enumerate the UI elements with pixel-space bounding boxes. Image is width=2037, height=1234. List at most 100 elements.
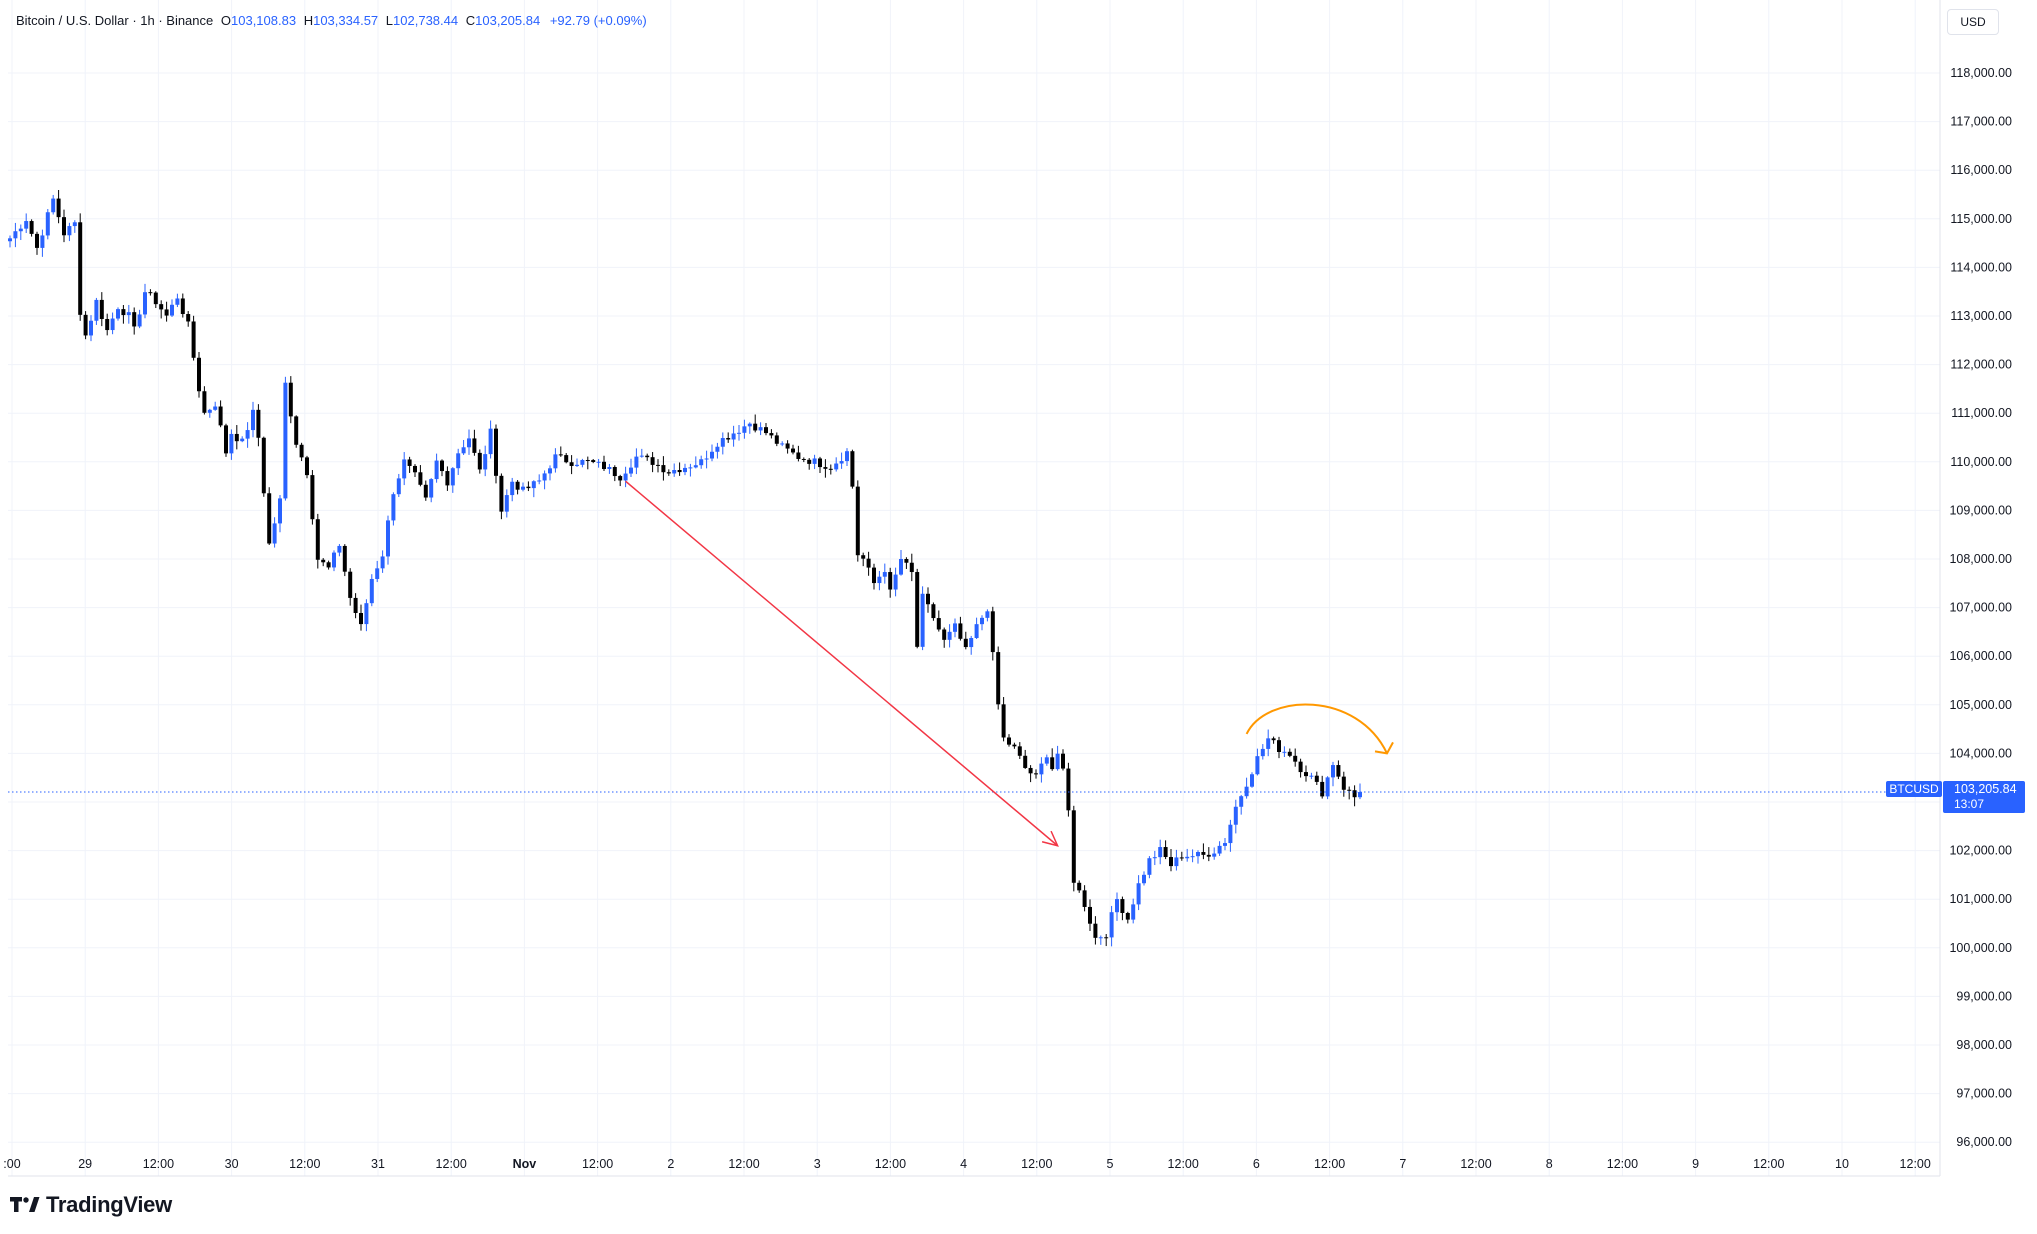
candle xyxy=(380,550,385,573)
candle xyxy=(753,414,758,433)
candle-body xyxy=(634,456,639,468)
tradingview-logo[interactable]: TradingView xyxy=(10,1192,172,1218)
candle-body xyxy=(758,427,763,431)
candle xyxy=(742,419,747,439)
candle xyxy=(1228,819,1233,852)
candle-body xyxy=(1223,843,1227,846)
candle-body xyxy=(407,459,412,466)
candle-body xyxy=(224,425,228,454)
candle xyxy=(472,429,477,456)
candle xyxy=(564,453,569,464)
candle-body xyxy=(1358,791,1362,798)
currency-button[interactable]: USD xyxy=(1947,9,1999,35)
x-tick-label: 4 xyxy=(960,1157,967,1171)
candle xyxy=(1034,769,1038,779)
candle xyxy=(499,473,504,520)
x-tick-label: 12:00 xyxy=(875,1157,906,1171)
ticker-tag xyxy=(1886,781,1942,797)
candle-body xyxy=(197,357,201,392)
candle xyxy=(477,449,482,474)
candle-body xyxy=(953,623,957,632)
y-tick-label: 101,000.00 xyxy=(1949,892,2012,906)
candle xyxy=(213,401,218,411)
x-tick-label: 6 xyxy=(1253,1157,1260,1171)
candle-body xyxy=(990,611,995,653)
candle-body xyxy=(1185,856,1190,859)
candle xyxy=(386,515,390,565)
candle-body xyxy=(834,463,839,470)
candle-body xyxy=(1023,755,1028,768)
candle xyxy=(834,457,839,472)
candle-body xyxy=(1147,858,1152,875)
x-tick-label: 12:00 xyxy=(1168,1157,1199,1171)
candle xyxy=(1266,729,1271,757)
candle xyxy=(1358,783,1362,800)
candle-body xyxy=(720,438,725,447)
candle-body xyxy=(1341,776,1346,790)
candle xyxy=(1223,838,1227,851)
candle-body xyxy=(315,519,320,560)
candle-body xyxy=(294,416,299,445)
candle xyxy=(337,544,342,557)
candle xyxy=(645,453,650,461)
candle-body xyxy=(375,568,380,579)
candle xyxy=(812,454,817,470)
candle xyxy=(369,574,374,607)
candle xyxy=(726,432,731,443)
candle-body xyxy=(229,433,234,454)
candle-body xyxy=(89,320,93,336)
candle xyxy=(845,448,849,467)
candle xyxy=(375,560,380,583)
candle-body xyxy=(855,486,860,556)
drawing-annotations xyxy=(625,480,1394,847)
candle-body xyxy=(882,572,887,577)
candle-body xyxy=(904,559,909,563)
candle xyxy=(234,425,239,450)
candle xyxy=(850,449,855,489)
candle xyxy=(94,297,99,325)
candle-body xyxy=(888,572,893,590)
y-tick-label: 104,000.00 xyxy=(1949,746,2012,760)
candle-body xyxy=(99,299,104,319)
candle-body xyxy=(947,631,952,640)
y-tick-label: 99,000.00 xyxy=(1956,989,2012,1003)
candle-body xyxy=(742,426,747,433)
x-tick-label: 2 xyxy=(667,1157,674,1171)
candle xyxy=(677,462,682,476)
red-trend-arrow-line xyxy=(625,480,1059,847)
candle-body xyxy=(359,612,363,625)
candle xyxy=(105,313,110,336)
candle xyxy=(326,560,331,570)
bar-countdown: 13:07 xyxy=(1954,797,1984,811)
candle xyxy=(596,458,601,468)
candle-body xyxy=(769,433,774,436)
candle-body xyxy=(801,458,806,460)
candle xyxy=(942,627,947,648)
candle xyxy=(467,429,471,455)
candle-body xyxy=(170,304,174,316)
y-tick-label: 107,000.00 xyxy=(1949,601,2012,615)
candle-body xyxy=(143,292,147,315)
candle xyxy=(737,424,741,441)
candle-body xyxy=(737,432,741,434)
candle xyxy=(1082,885,1087,912)
candle-body xyxy=(1271,738,1276,741)
candle-body xyxy=(1212,853,1217,857)
candle xyxy=(1071,805,1076,892)
candle-body xyxy=(650,457,655,465)
candle xyxy=(720,432,725,455)
candle-body xyxy=(845,451,849,462)
candle xyxy=(634,448,639,475)
orange-curve-arrow-line xyxy=(1245,703,1388,754)
candle xyxy=(1023,749,1028,769)
candle-body xyxy=(531,481,536,489)
candle xyxy=(1061,749,1065,771)
candle-body xyxy=(1158,847,1163,858)
candle xyxy=(207,408,212,418)
candle-body xyxy=(1206,854,1211,857)
candle xyxy=(612,465,617,482)
low-key: L xyxy=(385,13,394,28)
candle-body xyxy=(899,559,903,575)
candle-body xyxy=(591,460,596,463)
